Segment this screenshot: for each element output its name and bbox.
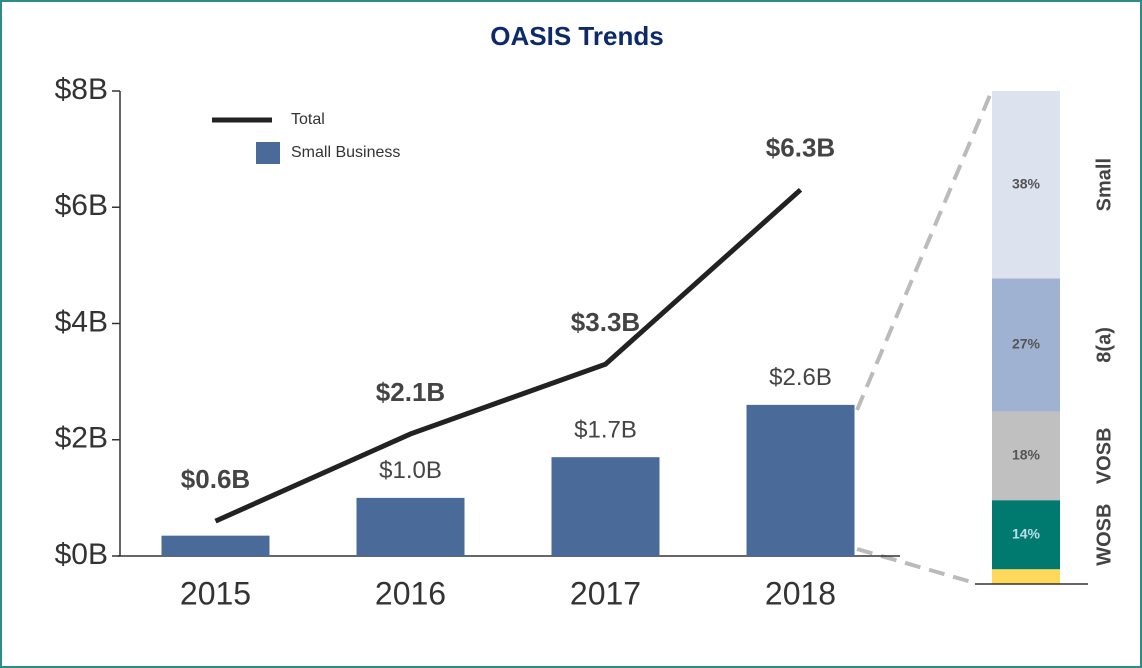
line bbox=[214, 187, 803, 524]
data-label: $1.7B bbox=[574, 417, 637, 444]
stack-segment bbox=[992, 91, 1060, 279]
y-tick-label: $6B bbox=[55, 189, 108, 222]
stack-segment bbox=[992, 278, 1060, 412]
data-label: $1.0B bbox=[379, 457, 442, 484]
y-tick-label: $0B bbox=[55, 538, 108, 571]
data-label: $6.3B bbox=[766, 133, 835, 163]
segment-label: 38% bbox=[1012, 175, 1041, 191]
stack-segment bbox=[992, 569, 1060, 584]
bar bbox=[551, 457, 660, 556]
connector bbox=[856, 547, 976, 585]
x-tick-label: 2015 bbox=[180, 575, 251, 611]
segment-label: 18% bbox=[1012, 447, 1041, 463]
x-tick-label: 2016 bbox=[375, 575, 446, 611]
category-label: Small bbox=[1093, 158, 1115, 211]
category-label: WOSB bbox=[1093, 504, 1115, 566]
category-label: 8(a) bbox=[1093, 327, 1115, 363]
data-label: $0.6B bbox=[181, 464, 250, 494]
y-tick-label: $4B bbox=[55, 305, 108, 338]
stack-segment bbox=[992, 411, 1060, 501]
bar bbox=[356, 497, 465, 556]
legend-swatch bbox=[256, 142, 280, 164]
connector bbox=[855, 94, 992, 411]
x-tick-label: 2018 bbox=[765, 575, 836, 611]
x-tick-label: 2017 bbox=[570, 575, 641, 611]
legend-label: Small Business bbox=[291, 144, 400, 161]
y-tick-label: $8B bbox=[55, 73, 108, 106]
segment-label: 27% bbox=[1012, 336, 1041, 352]
data-label: $2.1B bbox=[376, 377, 445, 407]
bar bbox=[746, 404, 855, 556]
segment-label: 14% bbox=[1012, 525, 1041, 541]
y-tick-label: $2B bbox=[55, 422, 108, 455]
category-label: VOSB bbox=[1093, 427, 1115, 484]
chart-title: OASIS Trends bbox=[490, 21, 663, 51]
bar bbox=[161, 535, 270, 556]
legend-label: Total bbox=[291, 111, 325, 128]
data-label: $3.3B bbox=[571, 307, 640, 337]
data-label: $2.6B bbox=[769, 364, 832, 391]
stack-segment bbox=[992, 500, 1060, 570]
